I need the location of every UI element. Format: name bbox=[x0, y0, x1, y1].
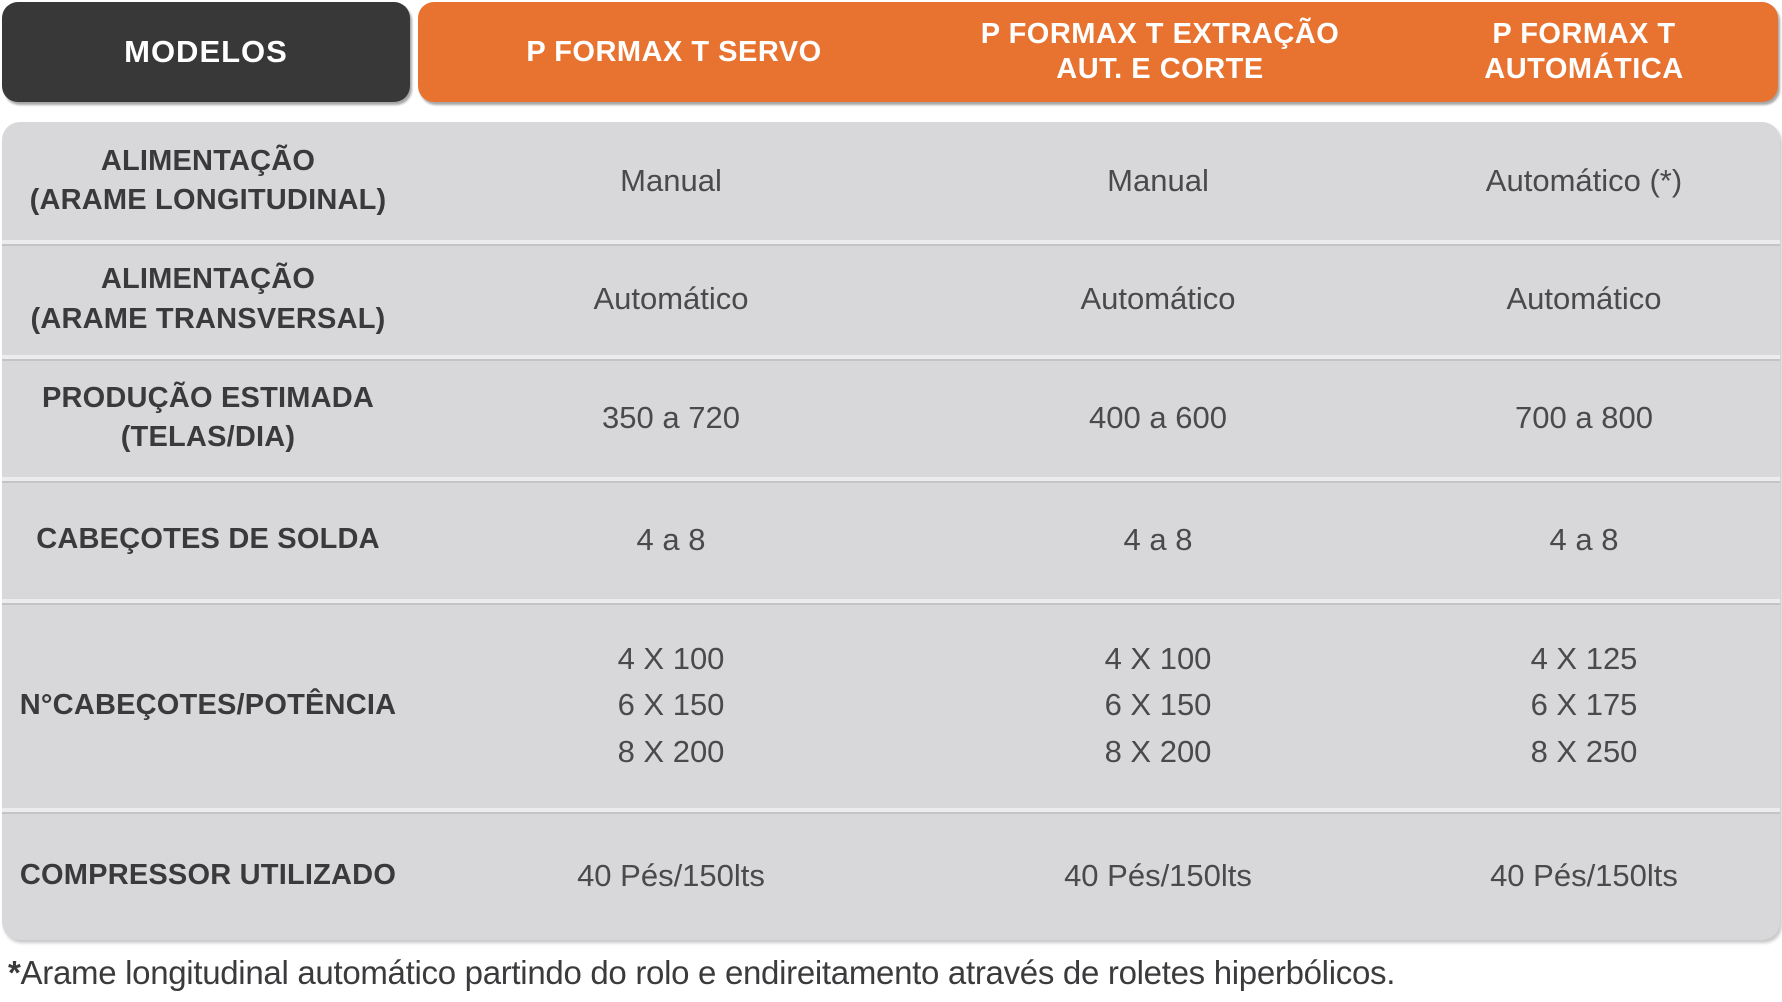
cell-value: 350 a 720 bbox=[602, 399, 740, 435]
row-label: ALIMENTAÇÃO (ARAME LONGITUDINAL) bbox=[29, 144, 387, 216]
table-row-producao-estimada: PRODUÇÃO ESTIMADA (TELAS/DIA) 350 a 720 … bbox=[2, 355, 1780, 477]
cell-value: 40 Pés/150lts bbox=[1490, 857, 1678, 893]
models-corner-cell: MODELOS bbox=[2, 2, 410, 102]
column-header-servo: P FORMAX T SERVO bbox=[526, 35, 822, 68]
cell-value: 4 a 8 bbox=[1549, 521, 1619, 557]
table-header: MODELOS P FORMAX T SERVO P FORMAX T EXTR… bbox=[0, 2, 1782, 102]
cell-value: 40 Pés/150lts bbox=[577, 857, 765, 893]
cell-value: 4 a 8 bbox=[1123, 521, 1193, 557]
footnote: *Arame longitudinal automático partindo … bbox=[8, 954, 1782, 992]
table-row-cabecotes-solda: CABEÇOTES DE SOLDA 4 a 8 4 a 8 4 a 8 bbox=[2, 477, 1780, 599]
table-row-compressor: COMPRESSOR UTILIZADO 40 Pés/150lts 40 Pé… bbox=[2, 808, 1780, 940]
cell-value: 700 a 800 bbox=[1515, 399, 1653, 435]
models-corner-label: MODELOS bbox=[124, 34, 288, 69]
footnote-text: Arame longitudinal automático partindo d… bbox=[20, 954, 1396, 991]
cell-value: Automático bbox=[1080, 281, 1236, 317]
table-row-alimentacao-longitudinal: ALIMENTAÇÃO (ARAME LONGITUDINAL) Manual … bbox=[2, 122, 1780, 240]
cell-value: 400 a 600 bbox=[1089, 399, 1227, 435]
row-label: N°CABEÇOTES/POTÊNCIA bbox=[19, 688, 397, 721]
row-label: PRODUÇÃO ESTIMADA (TELAS/DIA) bbox=[41, 381, 375, 453]
cell-value: Manual bbox=[620, 162, 722, 198]
cell-value: Automático bbox=[593, 281, 749, 317]
spec-table: ALIMENTAÇÃO (ARAME LONGITUDINAL) Manual … bbox=[2, 122, 1780, 940]
row-label: CABEÇOTES DE SOLDA bbox=[36, 523, 380, 556]
table-row-cabecotes-potencia: N°CABEÇOTES/POTÊNCIA 4 X 100 6 X 150 8 X… bbox=[2, 599, 1780, 808]
cell-value: Automático bbox=[1506, 281, 1662, 317]
column-header-extracao: P FORMAX T EXTRAÇÃO AUT. E CORTE bbox=[980, 18, 1340, 85]
column-header-automatica: P FORMAX T AUTOMÁTICA bbox=[1484, 18, 1684, 85]
cell-value: 4 X 100 6 X 150 8 X 200 bbox=[617, 640, 725, 769]
model-columns-header: P FORMAX T SERVO P FORMAX T EXTRAÇÃO AUT… bbox=[418, 2, 1778, 102]
row-label: ALIMENTAÇÃO (ARAME TRANSVERSAL) bbox=[30, 263, 386, 335]
cell-value: Manual bbox=[1107, 162, 1209, 198]
row-label: COMPRESSOR UTILIZADO bbox=[19, 859, 397, 892]
cell-value: Automático (*) bbox=[1485, 162, 1683, 198]
footnote-asterisk: * bbox=[8, 954, 21, 991]
cell-value: 4 X 100 6 X 150 8 X 200 bbox=[1104, 640, 1212, 769]
cell-value: 40 Pés/150lts bbox=[1064, 857, 1252, 893]
cell-value: 4 a 8 bbox=[636, 521, 706, 557]
table-row-alimentacao-transversal: ALIMENTAÇÃO (ARAME TRANSVERSAL) Automáti… bbox=[2, 240, 1780, 355]
cell-value: 4 X 125 6 X 175 8 X 250 bbox=[1530, 640, 1638, 769]
